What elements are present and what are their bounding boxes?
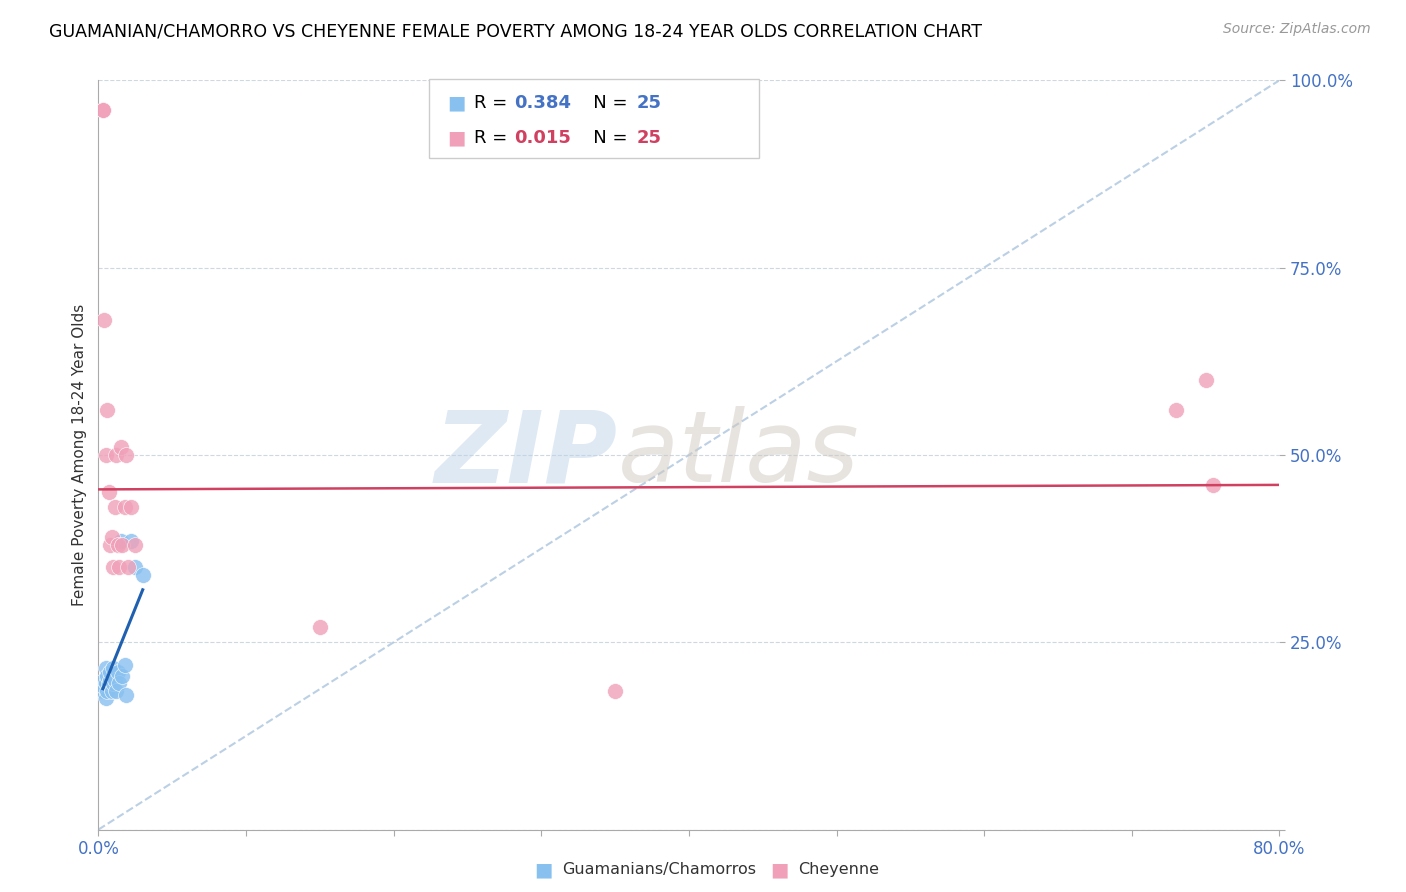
Y-axis label: Female Poverty Among 18-24 Year Olds: Female Poverty Among 18-24 Year Olds: [72, 304, 87, 606]
Text: 0.015: 0.015: [515, 129, 571, 147]
Text: 0.384: 0.384: [515, 94, 572, 112]
Point: [114, 657, 136, 672]
Text: GUAMANIAN/CHAMORRO VS CHEYENNE FEMALE POVERTY AMONG 18-24 YEAR OLDS CORRELATION : GUAMANIAN/CHAMORRO VS CHEYENNE FEMALE PO…: [49, 22, 983, 40]
Point: [103, 661, 125, 675]
Point: [115, 688, 138, 702]
Text: 25: 25: [637, 94, 662, 112]
Point: [605, 684, 627, 698]
Point: [104, 673, 127, 687]
Point: [94, 691, 117, 706]
Point: [97, 676, 120, 690]
Point: [94, 661, 117, 675]
Point: [93, 673, 115, 687]
Point: [120, 500, 142, 515]
Point: [107, 665, 129, 680]
Point: [98, 673, 121, 687]
Text: ■: ■: [770, 860, 789, 880]
Point: [1202, 478, 1225, 492]
Text: R =: R =: [474, 94, 513, 112]
Point: [105, 684, 128, 698]
Text: Source: ZipAtlas.com: Source: ZipAtlas.com: [1223, 22, 1371, 37]
Point: [115, 448, 138, 462]
Point: [91, 684, 114, 698]
Point: [110, 534, 132, 549]
Point: [96, 403, 118, 417]
Text: Cheyenne: Cheyenne: [799, 863, 880, 877]
Point: [120, 534, 142, 549]
Point: [91, 103, 114, 118]
Point: [98, 665, 121, 680]
Point: [1166, 403, 1188, 417]
Point: [91, 103, 114, 118]
Point: [94, 676, 117, 690]
Point: [108, 560, 131, 574]
Text: ■: ■: [447, 128, 465, 148]
Point: [93, 680, 115, 694]
Text: N =: N =: [576, 129, 634, 147]
Point: [1195, 373, 1218, 387]
Point: [100, 684, 122, 698]
Point: [105, 448, 128, 462]
Point: [94, 448, 117, 462]
Text: R =: R =: [474, 129, 513, 147]
Point: [103, 676, 125, 690]
Point: [111, 669, 134, 683]
Point: [108, 676, 131, 690]
Point: [309, 620, 332, 634]
Point: [104, 500, 127, 515]
Text: N =: N =: [576, 94, 634, 112]
Point: [107, 538, 129, 552]
Point: [117, 560, 139, 574]
Text: 25: 25: [637, 129, 662, 147]
Text: Guamanians/Chamorros: Guamanians/Chamorros: [562, 863, 756, 877]
Point: [93, 313, 115, 327]
Point: [110, 441, 132, 455]
Point: [132, 567, 155, 582]
Point: [103, 560, 125, 574]
Text: ■: ■: [447, 93, 465, 112]
Point: [96, 669, 118, 683]
Point: [111, 538, 134, 552]
Text: ZIP: ZIP: [434, 407, 619, 503]
Point: [114, 500, 136, 515]
Point: [124, 538, 146, 552]
Text: ■: ■: [534, 860, 553, 880]
Point: [98, 538, 121, 552]
Point: [100, 530, 122, 544]
Text: atlas: atlas: [619, 407, 859, 503]
Point: [96, 684, 118, 698]
Point: [97, 485, 120, 500]
Point: [124, 560, 146, 574]
